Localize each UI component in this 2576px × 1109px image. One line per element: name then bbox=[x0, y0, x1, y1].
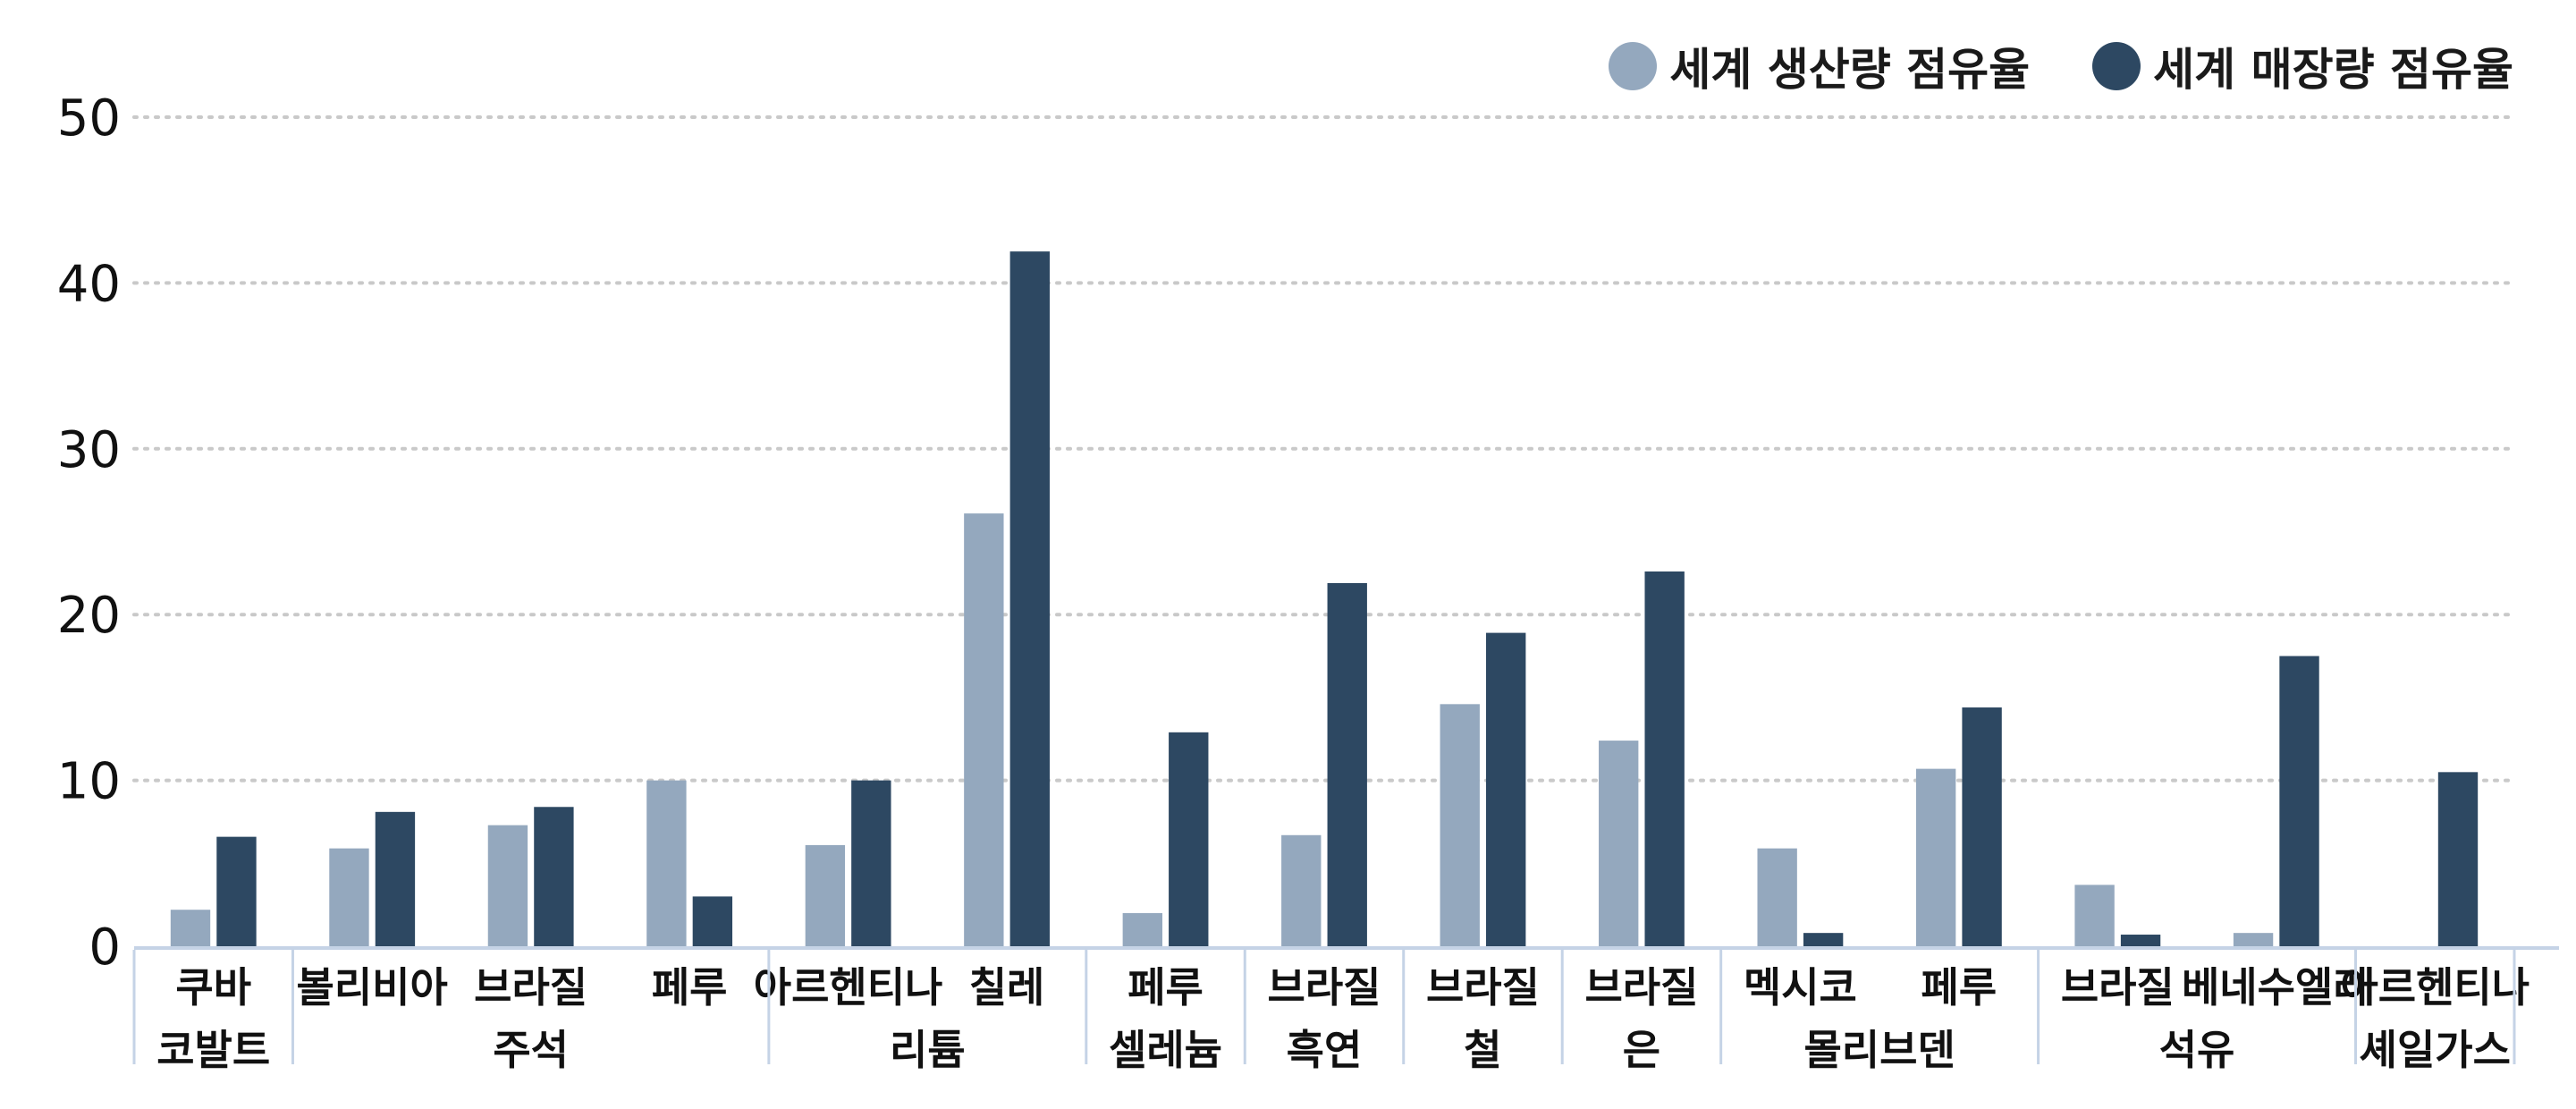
bar-reserves bbox=[2437, 772, 2479, 946]
x-tick-label: 브라질 bbox=[1584, 963, 1698, 1012]
bar-production bbox=[487, 825, 528, 946]
bar-reserves bbox=[216, 836, 257, 946]
bar-production bbox=[2074, 885, 2115, 946]
bar-reserves bbox=[1327, 582, 1367, 946]
y-tick-label: 50 bbox=[57, 89, 121, 148]
legend-label-reserves: 세계 매장량 점유율 bbox=[2153, 44, 2513, 96]
x-tick-label: 아르헨티나 bbox=[754, 963, 943, 1012]
x-tick-label: 페루 bbox=[1128, 963, 1204, 1012]
bar-production bbox=[1599, 741, 1639, 946]
bar-reserves bbox=[1644, 571, 1685, 946]
bar-production bbox=[1915, 768, 1956, 946]
bar-reserves bbox=[1962, 707, 2002, 946]
bar-reserves bbox=[2279, 656, 2319, 946]
bar-reserves bbox=[1803, 933, 1844, 946]
bar-reserves bbox=[375, 811, 416, 946]
y-tick-label: 40 bbox=[57, 255, 121, 313]
x-tick-label: 브라질 bbox=[1426, 963, 1540, 1012]
group-label: 코발트 bbox=[156, 1026, 270, 1074]
group-label: 주석 bbox=[493, 1026, 569, 1074]
x-tick-label: 브라질 bbox=[2061, 963, 2175, 1012]
group-label: 은 bbox=[1623, 1026, 1660, 1074]
bar-production bbox=[1281, 834, 1322, 946]
x-tick-label: 멕시코 bbox=[1744, 963, 1857, 1012]
legend-label-production: 세계 생산량 점유율 bbox=[1669, 44, 2031, 96]
group-label: 리튬 bbox=[890, 1026, 966, 1074]
bar-production bbox=[805, 844, 846, 946]
x-tick-label: 쿠바 bbox=[175, 963, 251, 1012]
legend-swatch-production bbox=[1609, 42, 1658, 90]
legend-item-production: 세계 생산량 점유율 bbox=[1609, 34, 2030, 98]
bar-reserves bbox=[2120, 935, 2161, 946]
legend-item-reserves: 세계 매장량 점유율 bbox=[2092, 34, 2513, 98]
x-tick-label: 베네수엘라 bbox=[2182, 963, 2371, 1012]
group-label: 몰리브덴 bbox=[1803, 1026, 1955, 1074]
bar-production bbox=[2233, 933, 2274, 946]
bar-production bbox=[964, 513, 1004, 946]
x-tick-label: 칠레 bbox=[969, 963, 1045, 1012]
y-tick-label: 10 bbox=[57, 753, 121, 811]
bar-production bbox=[1757, 848, 1797, 946]
group-label: 석유 bbox=[2159, 1026, 2235, 1074]
bar-reserves bbox=[1009, 251, 1050, 946]
bar-production bbox=[170, 910, 211, 946]
bar-production bbox=[1440, 704, 1480, 946]
y-tick-label: 0 bbox=[89, 919, 121, 977]
group-label: 철 bbox=[1464, 1026, 1501, 1074]
bar-production bbox=[646, 780, 687, 946]
bar-reserves bbox=[1486, 632, 1526, 946]
group-label: 셰일가스 bbox=[2360, 1026, 2511, 1074]
x-tick-label: 볼리비아 bbox=[297, 963, 448, 1012]
x-tick-label: 브라질 bbox=[474, 963, 587, 1012]
bar-reserves bbox=[851, 780, 891, 946]
x-tick-label: 페루 bbox=[1921, 963, 1997, 1012]
legend: 세계 생산량 점유율 세계 매장량 점유율 bbox=[1609, 34, 2513, 98]
group-label: 셀레늄 bbox=[1109, 1026, 1222, 1074]
group-label: 흑연 bbox=[1287, 1026, 1363, 1074]
bar-production bbox=[1122, 912, 1162, 946]
bar-reserves bbox=[1169, 732, 1209, 946]
x-tick-label: 브라질 bbox=[1268, 963, 1381, 1012]
bar-reserves bbox=[692, 896, 733, 946]
bar-production bbox=[329, 848, 369, 946]
y-tick-label: 20 bbox=[57, 587, 121, 645]
x-tick-label: 페루 bbox=[652, 963, 728, 1012]
bar-reserves bbox=[534, 807, 574, 946]
legend-swatch-reserves bbox=[2092, 42, 2141, 90]
y-tick-label: 30 bbox=[57, 421, 121, 479]
x-tick-label: 아르헨티나 bbox=[2340, 963, 2530, 1012]
